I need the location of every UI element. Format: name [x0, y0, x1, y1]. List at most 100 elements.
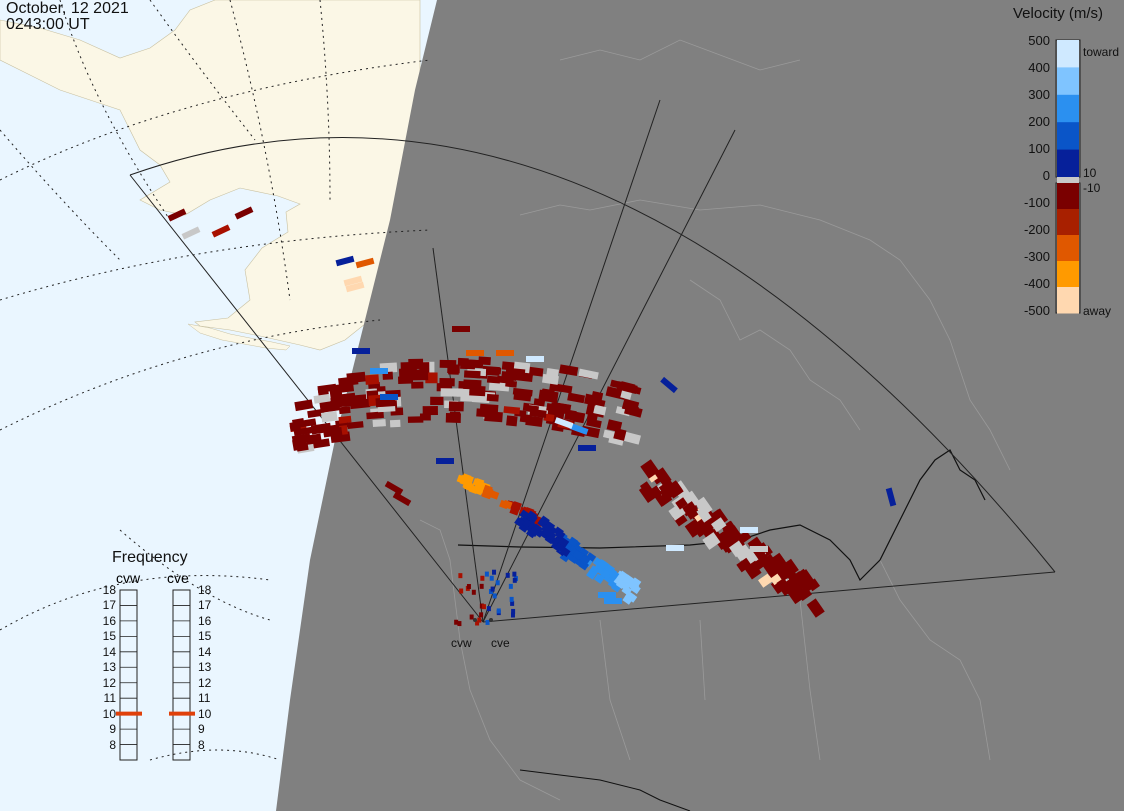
- velocity-cell: [457, 621, 462, 627]
- velocity-cell: [485, 366, 502, 375]
- velocity-cell: [567, 552, 578, 563]
- velocity-cell: [615, 570, 627, 581]
- mexico-border: [519, 769, 691, 811]
- velocity-cell: [469, 385, 486, 397]
- velocity-cell: [758, 573, 773, 588]
- velocity-cell: [495, 580, 500, 586]
- velocity-cell: [505, 367, 526, 376]
- freq-scale-cve: [172, 589, 191, 761]
- velocity-cell: [508, 583, 513, 589]
- velocity-cell: [335, 255, 355, 267]
- velocity-cell: [601, 569, 612, 580]
- velocity-cell: [476, 408, 488, 418]
- velocity-cell: [425, 372, 438, 384]
- velocity-cell: [484, 411, 503, 423]
- velocity-cell: [463, 370, 481, 379]
- colorbar-tick-label: -400: [1023, 276, 1050, 291]
- velocity-cell: [372, 419, 386, 428]
- velocity-cell: [578, 547, 590, 558]
- colorbar-away-band: [1057, 235, 1079, 262]
- velocity-cell: [578, 445, 596, 451]
- velocity-cell: [407, 416, 424, 423]
- time-label: 0243:00 UT: [6, 16, 90, 33]
- colorbar-tick-label: -300: [1023, 249, 1050, 264]
- freq-marker-cvw: [116, 711, 142, 716]
- colorbar-toward-label: toward: [1083, 45, 1120, 59]
- velocity-cell: [335, 398, 356, 408]
- velocity-cell: [772, 554, 789, 572]
- colorbar-away-band: [1057, 183, 1079, 210]
- velocity-cell: [554, 541, 566, 553]
- velocity-cell: [776, 577, 791, 593]
- velocity-cell: [496, 350, 514, 356]
- velocity-cell: [422, 406, 438, 416]
- velocity-cell: [569, 423, 589, 435]
- colorbar-away-band: [1057, 287, 1079, 314]
- velocity-cell: [549, 383, 562, 392]
- velocity-cell: [459, 588, 464, 594]
- velocity-cell: [675, 497, 688, 510]
- colorbar-threshold-pos: 10: [1083, 166, 1097, 180]
- colorbar-away-label: away: [1083, 304, 1112, 318]
- freq-scale-label: 16: [102, 613, 116, 628]
- colorbar-away-band: [1057, 261, 1079, 288]
- velocity-cell: [512, 571, 517, 577]
- velocity-cell: [489, 575, 494, 581]
- velocity-cell: [559, 364, 579, 377]
- velocity-cell: [471, 395, 490, 404]
- alaska-land: [0, 0, 421, 351]
- velocity-cell: [389, 419, 401, 428]
- velocity-cell: [488, 381, 510, 392]
- velocity-cell: [622, 431, 641, 445]
- velocity-cell: [458, 573, 463, 579]
- velocity-cell: [624, 404, 643, 418]
- radar-site-cvw: [473, 618, 477, 622]
- velocity-cell: [469, 614, 474, 620]
- velocity-cell: [696, 506, 712, 523]
- velocity-cell: [542, 527, 554, 538]
- velocity-cell: [471, 589, 476, 595]
- freq-scale-label: 9: [198, 722, 205, 737]
- velocity-cell: [477, 617, 482, 623]
- freq-scale-label: 11: [198, 691, 211, 706]
- velocity-cell: [658, 481, 673, 495]
- freq-scale-label: 12: [198, 675, 212, 690]
- colorbar-fill: [1057, 40, 1079, 314]
- colorbar-threshold-neg: -10: [1083, 181, 1101, 195]
- velocity-cell: [604, 598, 622, 604]
- velocity-cell: [511, 608, 516, 614]
- velocity-cell: [484, 488, 495, 498]
- velocity-cell: [527, 404, 539, 413]
- velocity-cell: [291, 433, 312, 446]
- velocity-cell: [466, 350, 484, 356]
- velocity-cell: [567, 392, 586, 404]
- colorbar-toward-band: [1057, 94, 1079, 123]
- velocity-cell: [492, 569, 497, 575]
- velocity-cell: [528, 526, 540, 538]
- colorbar-title: Velocity (m/s): [1013, 5, 1104, 22]
- velocity-cell: [660, 376, 678, 394]
- freq-scale-label: 8: [109, 737, 116, 752]
- velocity-cell: [496, 608, 501, 614]
- velocity-cell: [694, 496, 713, 516]
- velocity-cell: [473, 485, 484, 496]
- velocity-cell: [586, 569, 597, 580]
- velocity-cell: [440, 388, 459, 397]
- velocity-cell: [579, 554, 591, 566]
- velocity-cell: [740, 527, 758, 533]
- velocity-cell: [475, 620, 480, 626]
- velocity-cell: [481, 604, 486, 610]
- freq-scale-label: 11: [103, 691, 116, 706]
- radar-site-cve: [489, 618, 493, 622]
- colorbar-tick-label: 100: [1028, 141, 1050, 156]
- velocity-cell: [543, 413, 555, 422]
- colorbar-toward-band: [1057, 67, 1079, 96]
- velocity-cell: [616, 381, 638, 394]
- velocity-cell: [181, 226, 201, 240]
- velocity-cell: [584, 393, 598, 406]
- freq-scale-label: 10: [198, 706, 212, 721]
- velocity-cell: [211, 224, 231, 238]
- velocity-cell: [578, 368, 599, 380]
- velocity-cell: [313, 393, 331, 404]
- velocity-cell: [512, 577, 517, 583]
